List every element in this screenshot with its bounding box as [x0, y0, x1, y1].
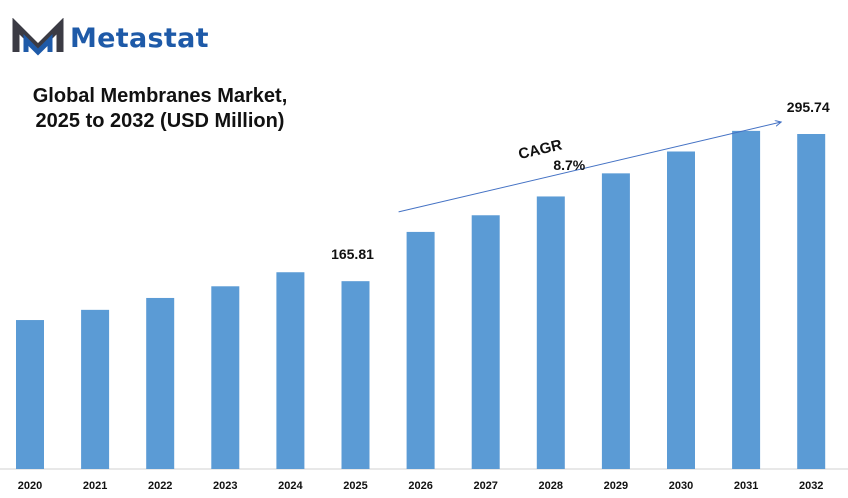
- bar-2022: [146, 297, 175, 469]
- data-labels: 165.81 295.74: [331, 99, 830, 262]
- bar-2023: [211, 286, 240, 469]
- cagr-value: 8.7%: [553, 157, 585, 173]
- x-tick-label-2028: 2028: [539, 480, 563, 492]
- x-tick-label-2027: 2027: [473, 480, 497, 492]
- x-tick-label-2023: 2023: [213, 480, 237, 492]
- bars-group: [0, 130, 848, 470]
- metastat-logo-icon: [12, 18, 64, 56]
- chart-title-block: Global Membranes Market, 2025 to 2032 (U…: [30, 84, 290, 134]
- bar-2020: [16, 320, 44, 469]
- bar-2026: [406, 231, 435, 469]
- x-tick-label-2029: 2029: [604, 480, 628, 492]
- x-tick-label-2020: 2020: [18, 480, 42, 492]
- x-tick-label-2030: 2030: [669, 480, 693, 492]
- data-label-2032: 295.74: [787, 99, 830, 115]
- x-tick-label-2032: 2032: [799, 480, 823, 492]
- bar-2025: [341, 281, 370, 469]
- x-tick-label-2024: 2024: [278, 480, 303, 492]
- x-tick-label-2025: 2025: [343, 480, 367, 492]
- x-tick-label-2022: 2022: [148, 480, 172, 492]
- bar-2031: [732, 130, 761, 470]
- bar-2024: [276, 272, 305, 469]
- bar-2032: [797, 134, 826, 469]
- x-tick-labels: 2020 2021 2022 2023 2024 2025 2026 2027 2028 2029…: [18, 480, 824, 492]
- bar-2021: [81, 309, 110, 469]
- bar-2030: [667, 151, 695, 469]
- bar-2027: [471, 215, 500, 469]
- data-label-2025: 165.81: [331, 246, 374, 262]
- x-tick-label-2031: 2031: [734, 480, 758, 492]
- cagr-arrow: [398, 122, 782, 213]
- x-tick-label-2021: 2021: [83, 480, 107, 492]
- chart-title: Global Membranes Market,: [32, 85, 288, 107]
- bar-2028: [536, 196, 565, 469]
- x-tick-label-2026: 2026: [408, 480, 432, 492]
- metastat-logo: Metastat: [12, 18, 209, 58]
- chart-subtitle: 2025 to 2032 (USD Million): [35, 110, 285, 132]
- bar-2029: [601, 173, 630, 469]
- brand-name: Metastat: [70, 22, 209, 54]
